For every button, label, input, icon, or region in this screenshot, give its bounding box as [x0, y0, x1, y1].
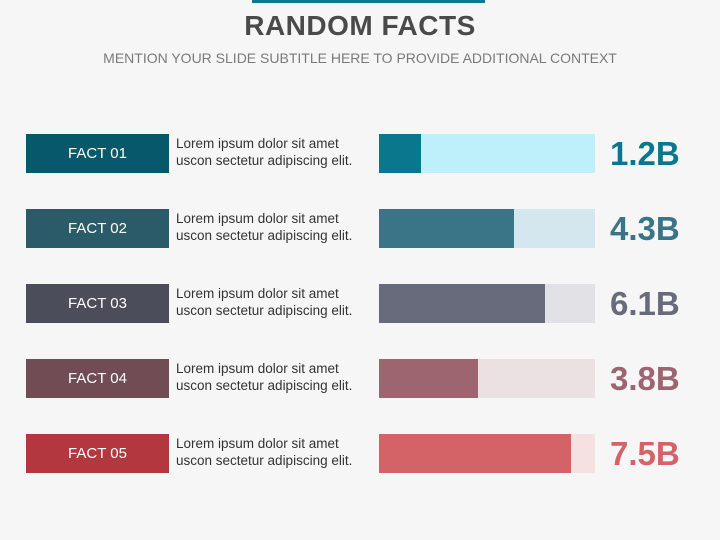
fact-label-box: FACT 05 [26, 434, 169, 473]
fact-description-line: uscon sectetur adipiscing elit. [176, 377, 353, 393]
fact-description: Lorem ipsum dolor sit amet uscon sectetu… [176, 361, 376, 394]
fact-bar-track [379, 209, 595, 248]
fact-value: 1.2B [610, 135, 680, 172]
fact-row: FACT 02 Lorem ipsum dolor sit amet uscon… [0, 209, 720, 249]
slide-title: RANDOM FACTS [244, 10, 476, 41]
slide-subtitle: MENTION YOUR SLIDE SUBTITLE HERE TO PROV… [103, 50, 617, 66]
fact-label-box: FACT 01 [26, 134, 169, 173]
fact-value: 7.5B [610, 435, 680, 472]
fact-description-line: Lorem ipsum dolor sit amet [176, 361, 339, 376]
fact-description-line: Lorem ipsum dolor sit amet [176, 136, 339, 151]
title-accent-line [252, 0, 485, 3]
fact-bar-fill [379, 284, 546, 323]
fact-value: 3.8B [610, 360, 680, 397]
fact-label-box: FACT 04 [26, 359, 169, 398]
fact-value: 4.3B [610, 210, 680, 247]
fact-row: FACT 04 Lorem ipsum dolor sit amet uscon… [0, 359, 720, 399]
fact-bar-fill [379, 434, 572, 473]
fact-description-line: uscon sectetur adipiscing elit. [176, 302, 353, 318]
fact-bar-track [379, 434, 595, 473]
fact-description: Lorem ipsum dolor sit amet uscon sectetu… [176, 436, 376, 469]
fact-label-box: FACT 03 [26, 284, 169, 323]
fact-description-line: uscon sectetur adipiscing elit. [176, 227, 353, 243]
fact-description-line: uscon sectetur adipiscing elit. [176, 152, 353, 168]
fact-description: Lorem ipsum dolor sit amet uscon sectetu… [176, 286, 376, 319]
fact-description-line: Lorem ipsum dolor sit amet [176, 211, 339, 226]
fact-row: FACT 05 Lorem ipsum dolor sit amet uscon… [0, 434, 720, 474]
fact-row: FACT 01 Lorem ipsum dolor sit amet uscon… [0, 134, 720, 174]
fact-value: 6.1B [610, 285, 680, 322]
fact-bar-track [379, 284, 595, 323]
fact-bar-fill [379, 359, 479, 398]
fact-description: Lorem ipsum dolor sit amet uscon sectetu… [176, 211, 376, 244]
fact-row: FACT 03 Lorem ipsum dolor sit amet uscon… [0, 284, 720, 324]
fact-label-box: FACT 02 [26, 209, 169, 248]
fact-description-line: Lorem ipsum dolor sit amet [176, 436, 339, 451]
fact-bar-fill [379, 209, 514, 248]
fact-bar-track [379, 359, 595, 398]
fact-bar-track [379, 134, 595, 173]
fact-description: Lorem ipsum dolor sit amet uscon sectetu… [176, 136, 376, 169]
fact-description-line: uscon sectetur adipiscing elit. [176, 452, 353, 468]
fact-bar-fill [379, 134, 422, 173]
fact-description-line: Lorem ipsum dolor sit amet [176, 286, 339, 301]
